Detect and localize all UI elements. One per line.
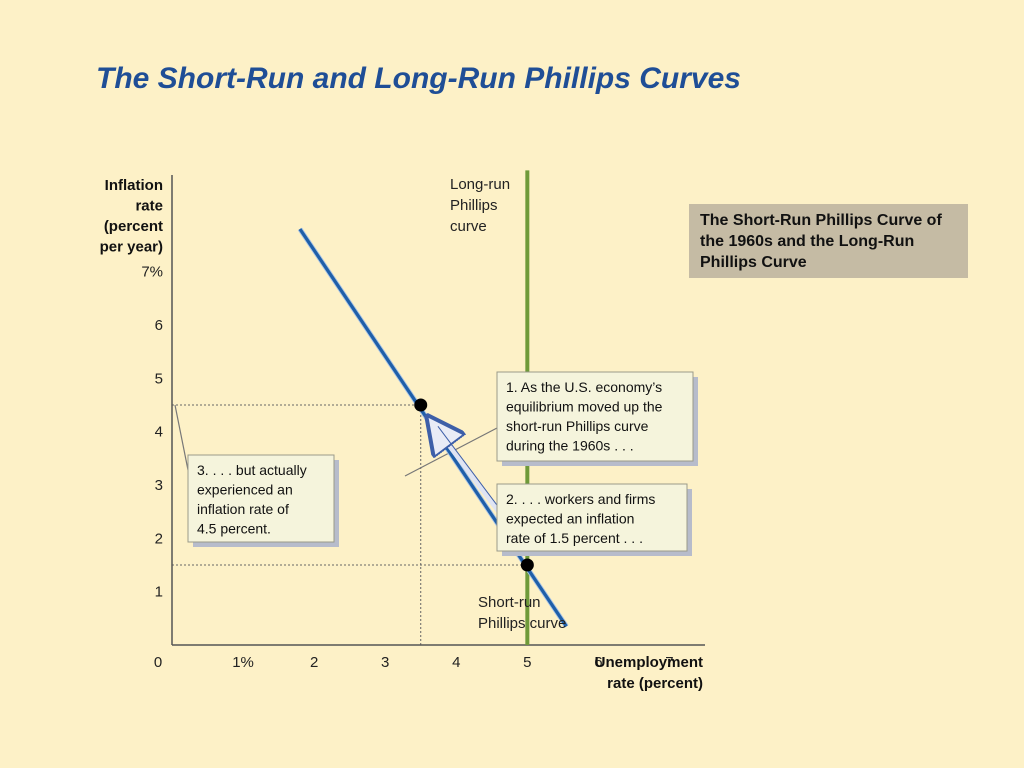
y-tick-label: 5 [155,370,163,387]
annotation-text-line: short-run Phillips curve [506,418,649,434]
annotation-text: 2. . . . workers and firms expected an in… [506,491,655,546]
annotation-box [187,454,335,543]
x-tick-label: 2 [310,654,318,671]
y-tick-label: 2 [155,530,163,547]
y-axis-label-line: rate [135,198,163,215]
annotation-text: 3. . . . but actually experienced an infla… [197,462,307,537]
y-axis-label-line: (percent [104,218,163,235]
y-tick-label: 1 [155,584,163,601]
equilibrium-point [414,398,428,412]
equilibrium-point [520,558,534,572]
annotation-box [496,483,688,552]
x-tick-label: 7 [665,654,673,671]
y-axis-label-line: Inflation [105,177,163,194]
long-run-curve-label-line: Long-run [450,176,510,193]
annotation-text: 1. As the U.S. economy’s equilibrium move… [506,379,663,454]
x-axis-label-line: rate (percent) [607,675,703,692]
annotation-text-line: 3. . . . but actually [197,462,307,478]
long-run-curve-label: Long-run Phillips curve [450,176,510,235]
annotation-text-line: 2. . . . workers and firms [506,491,655,507]
y-tick-label: 4 [155,424,163,441]
annotation-text-line: 4.5 percent. [197,521,271,537]
y-tick-label: 6 [155,317,163,334]
x-axis-label: Unemployment rate (percent) [595,654,703,692]
long-run-curve-label-line: Phillips [450,197,498,214]
movement-arrow-edge [437,426,503,512]
y-axis-label: Inflation rate (percent per year) [100,177,163,256]
annotation-connector [174,404,189,471]
short-run-curve-label-line: Phillips curve [478,615,566,632]
x-tick-label: 1% [232,654,254,671]
annotation-text-line: 1. As the U.S. economy’s [506,379,662,395]
long-run-curve-label-line: curve [450,218,487,235]
slide-title: The Short-Run and Long-Run Phillips Curv… [96,62,741,95]
short-run-curve-label-line: Short-run [478,594,541,611]
short-run-curve-label: Short-run Phillips curve [478,594,566,632]
y-axis-label-line: per year) [100,239,163,256]
annotation-text-line: equilibrium moved up the [506,399,663,415]
annotation-text-line: expected an inflation [506,511,634,527]
caption-box: The Short-Run Phillips Curve of the 1960… [689,204,968,278]
y-tick-label: 3 [155,477,163,494]
x-axis-label-line: Unemployment [595,654,703,671]
annotation-box [496,371,694,462]
annotation-text-line: experienced an [197,482,293,498]
annotation-text-line: during the 1960s . . . [506,438,634,454]
x-tick-label: 5 [523,654,531,671]
x-tick-label: 6 [594,654,602,671]
annotation-text-line: rate of 1.5 percent . . . [506,530,643,546]
annotation-text-line: inflation rate of [197,501,289,517]
x-tick-label: 3 [381,654,389,671]
x-tick-label: 4 [452,654,460,671]
x-tick-label: 0 [154,654,162,671]
movement-arrow [435,426,501,514]
y-tick-label: 7% [141,264,163,281]
